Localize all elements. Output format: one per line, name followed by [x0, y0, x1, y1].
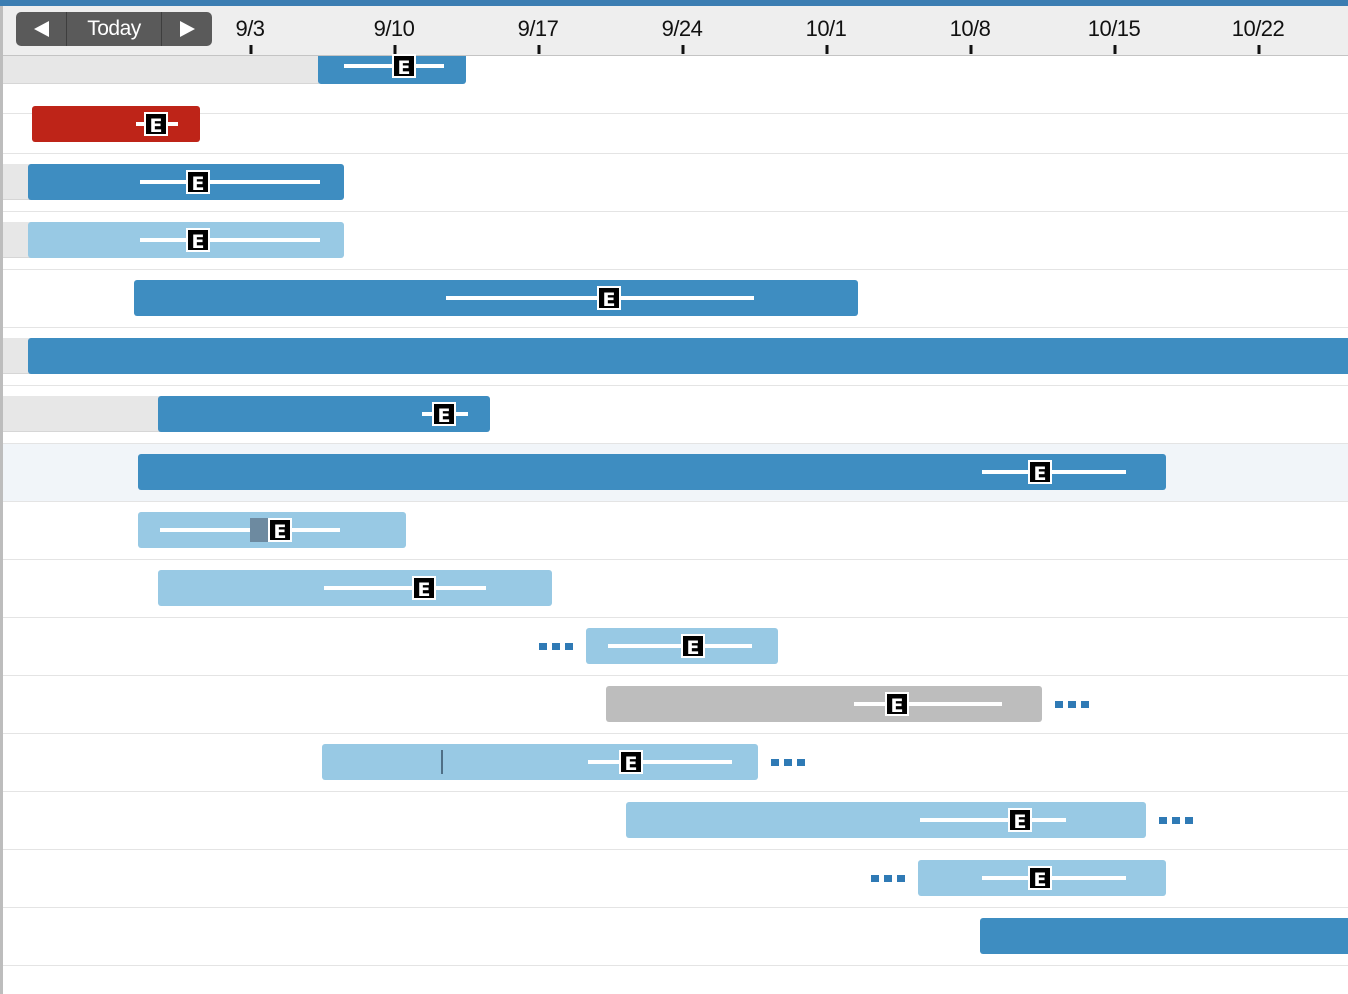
next-button[interactable] [161, 12, 212, 46]
task-bar[interactable]: E [626, 802, 1146, 838]
progress-divider [441, 750, 443, 774]
timeline-grid: E E E E E [3, 54, 1348, 994]
dependency-dots-icon[interactable] [539, 643, 573, 650]
estimate-marker-icon[interactable]: E [432, 402, 456, 427]
task-bar[interactable]: E [138, 454, 1166, 490]
estimate-range-line [588, 760, 732, 764]
right-triangle-icon [179, 21, 195, 37]
timeline-row: E [3, 502, 1348, 560]
top-accent-stripe [0, 0, 1348, 6]
task-bar[interactable]: E [28, 164, 344, 200]
date-label: 9/24 [661, 16, 703, 41]
date-tick [681, 45, 685, 54]
previous-button[interactable] [16, 12, 67, 46]
timeline-header: Today 9/3 9/10 9/17 9/24 10/1 10/8 10/15… [3, 6, 1348, 56]
timeline-row: E [3, 560, 1348, 618]
timeline-row: E [3, 96, 1348, 154]
estimate-marker-icon[interactable]: E [885, 692, 909, 717]
date-tick [393, 45, 397, 54]
navigation-control: Today [16, 12, 212, 46]
estimate-range-line [140, 238, 320, 242]
timeline-row: E [3, 54, 1348, 114]
timeline-row-highlighted: E [3, 444, 1348, 502]
dependency-dots-icon[interactable] [1055, 701, 1089, 708]
task-bar[interactable]: E [32, 106, 200, 142]
dependency-dots-icon[interactable] [771, 759, 805, 766]
timeline-row: E [3, 734, 1348, 792]
dependency-dots-icon[interactable] [871, 875, 905, 882]
date-label: 9/17 [517, 16, 559, 41]
timeline-row: E [3, 270, 1348, 328]
task-bar[interactable]: E [134, 280, 858, 316]
estimate-marker-icon[interactable]: E [597, 286, 621, 311]
date-label: 10/1 [805, 16, 847, 41]
task-bar[interactable]: E [158, 396, 490, 432]
estimate-marker-icon[interactable]: E [1028, 866, 1052, 891]
progress-shade [250, 518, 270, 542]
task-bar[interactable]: E [918, 860, 1166, 896]
task-bar[interactable]: E [28, 222, 344, 258]
task-bar[interactable]: E [158, 570, 552, 606]
timeline-row: E [3, 212, 1348, 270]
estimate-marker-icon[interactable]: E [681, 634, 705, 659]
task-bar[interactable]: E [586, 628, 778, 664]
estimate-marker-icon[interactable]: E [392, 54, 416, 79]
task-bar[interactable] [980, 918, 1348, 954]
baseline-ghost-bar [3, 396, 163, 432]
estimate-marker-icon[interactable]: E [1028, 460, 1052, 485]
estimate-range-line [140, 180, 320, 184]
estimate-marker-icon[interactable]: E [412, 576, 436, 601]
estimate-range-line [982, 470, 1126, 474]
estimate-marker-icon[interactable]: E [619, 750, 643, 775]
estimate-range-line [324, 586, 486, 590]
task-bar[interactable] [28, 338, 1348, 374]
date-tick [1113, 45, 1117, 54]
left-border [0, 6, 3, 994]
timeline-row: E [3, 792, 1348, 850]
estimate-range-line [854, 702, 1002, 706]
timeline-row: E [3, 154, 1348, 212]
estimate-range-line [920, 818, 1066, 822]
task-bar[interactable]: E [138, 512, 406, 548]
date-tick [1257, 45, 1261, 54]
date-tick [825, 45, 829, 54]
timeline-row [3, 908, 1348, 966]
today-button[interactable]: Today [87, 17, 141, 40]
date-label: 10/22 [1231, 16, 1285, 41]
estimate-marker-icon[interactable]: E [144, 112, 168, 137]
estimate-marker-icon[interactable]: E [186, 228, 210, 253]
estimate-range-line [608, 644, 752, 648]
date-label: 9/3 [235, 16, 265, 41]
date-label: 9/10 [373, 16, 415, 41]
date-tick [249, 45, 253, 54]
date-label: 10/8 [949, 16, 991, 41]
timeline-row [3, 328, 1348, 386]
date-tick [537, 45, 541, 54]
baseline-ghost-bar [3, 56, 319, 84]
timeline-row: E [3, 676, 1348, 734]
estimate-marker-icon[interactable]: E [268, 518, 292, 543]
task-bar[interactable]: E [318, 54, 466, 84]
left-triangle-icon [33, 21, 49, 37]
timeline-row: E [3, 850, 1348, 908]
task-bar[interactable]: E [322, 744, 758, 780]
date-label: 10/15 [1087, 16, 1141, 41]
task-bar[interactable]: E [606, 686, 1042, 722]
dependency-dots-icon[interactable] [1159, 817, 1193, 824]
timeline-row: E [3, 386, 1348, 444]
estimate-marker-icon[interactable]: E [1008, 808, 1032, 833]
date-tick [969, 45, 973, 54]
timeline-row: E [3, 618, 1348, 676]
estimate-marker-icon[interactable]: E [186, 170, 210, 195]
estimate-range-line [982, 876, 1126, 880]
